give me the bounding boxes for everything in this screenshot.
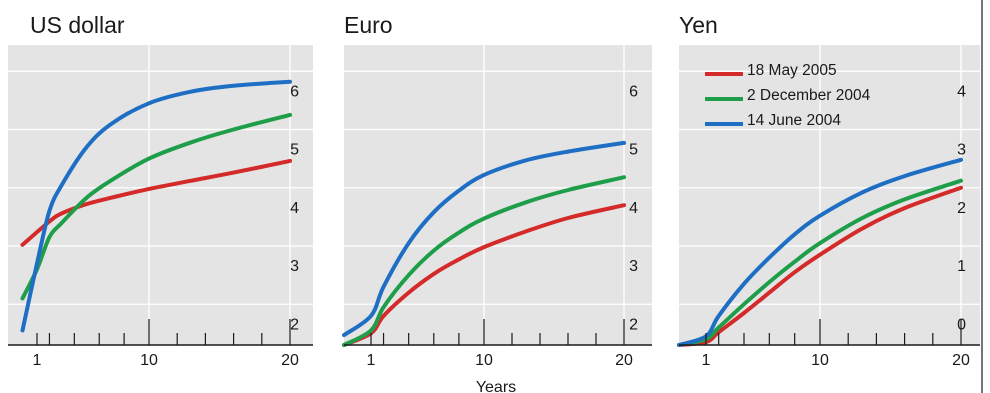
y-tick-label-yen: 2: [957, 200, 966, 217]
panel-title-us-dollar: US dollar: [30, 12, 125, 38]
y-tick-label-yen: 0: [957, 316, 966, 333]
x-tick-label-yen: 20: [952, 352, 970, 369]
x-tick-label-yen: 10: [811, 352, 829, 369]
y-tick-label-euro: 5: [629, 142, 638, 159]
y-tick-label-us-dollar: 5: [290, 142, 299, 159]
y-tick-label-yen: 3: [957, 142, 966, 159]
panel-title-euro: Euro: [344, 12, 393, 38]
x-tick-label-euro: 10: [475, 352, 493, 369]
plot-background-us-dollar: [8, 45, 313, 345]
plot-background-euro: [344, 45, 652, 345]
x-axis-label: Years: [476, 379, 516, 393]
series-line-euro-2: [342, 140, 626, 338]
y-tick-label-yen: 4: [957, 83, 966, 100]
series-line-yen-0: [677, 185, 963, 347]
legend-label: 14 June 2004: [747, 112, 841, 129]
x-tick-label-us-dollar: 1: [33, 352, 42, 369]
y-tick-label-us-dollar: 6: [290, 83, 299, 100]
x-tick-label-euro: 1: [367, 352, 376, 369]
x-tick-label-euro: 20: [615, 352, 633, 369]
legend-label: 2 December 2004: [747, 87, 871, 104]
y-tick-label-us-dollar: 3: [290, 258, 299, 275]
plot-background-yen: [679, 45, 980, 345]
series-line-yen-2: [677, 157, 963, 347]
y-tick-label-yen: 1: [957, 258, 966, 275]
y-tick-label-euro: 6: [629, 83, 638, 100]
y-tick-label-us-dollar: 2: [290, 316, 299, 333]
x-tick-label-us-dollar: 20: [281, 352, 299, 369]
y-tick-label-euro: 4: [629, 200, 638, 217]
x-tick-label-yen: 1: [702, 352, 711, 369]
series-line-us-dollar-1: [20, 112, 292, 301]
y-tick-label-us-dollar: 4: [290, 200, 299, 217]
x-tick-label-us-dollar: 10: [140, 352, 158, 369]
series-line-euro-1: [342, 175, 626, 347]
series-line-euro-0: [342, 203, 626, 347]
legend-label: 18 May 2005: [747, 62, 837, 79]
panel-title-yen: Yen: [679, 12, 718, 38]
series-line-us-dollar-0: [20, 158, 292, 247]
series-line-us-dollar-2: [20, 79, 292, 333]
series-line-yen-1: [677, 178, 963, 347]
y-tick-label-euro: 2: [629, 316, 638, 333]
y-tick-label-euro: 3: [629, 258, 638, 275]
